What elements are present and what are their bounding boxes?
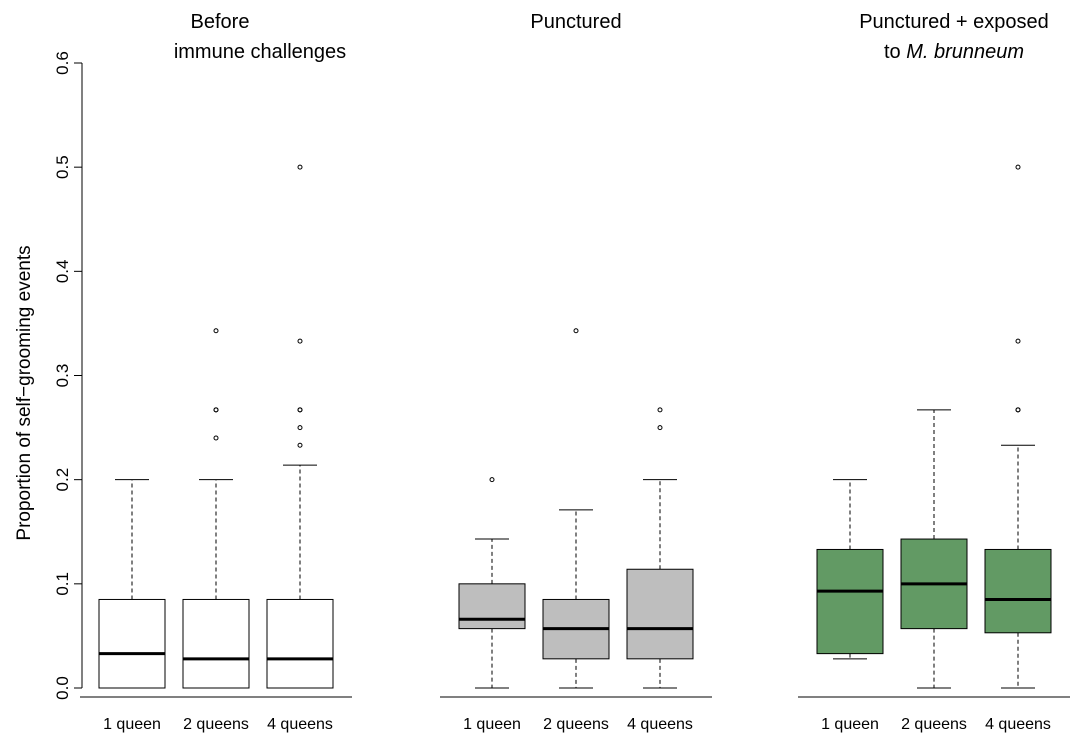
box-iqr	[626, 568, 694, 660]
outlier-point	[1015, 407, 1021, 413]
category-label: 1 queen	[821, 716, 879, 733]
outlier-point	[657, 407, 663, 413]
panel-title-line: immune challenges	[174, 41, 346, 63]
outlier-point	[297, 164, 303, 170]
outlier-point	[297, 407, 303, 413]
panel-title: Before immune challenges	[174, 11, 346, 63]
box-1: 1 queen	[816, 479, 884, 733]
panel-title-line: to M. brunneum	[884, 41, 1024, 63]
outlier-point	[213, 407, 219, 413]
category-label: 1 queen	[463, 716, 521, 733]
outlier-point	[213, 435, 219, 441]
category-label: 2 queens	[543, 716, 609, 733]
category-label: 2 queens	[901, 716, 967, 733]
category-label: 4 queens	[985, 716, 1051, 733]
panel-title-italic: M. brunneum	[906, 41, 1024, 63]
outlier-point	[1015, 338, 1021, 344]
y-tick-label: 0.2	[53, 468, 72, 492]
panel-title: Punctured + exposed to M. brunneum	[859, 11, 1049, 63]
y-axis: 0.0 0.1 0.2 0.3 0.4 0.5 0.6	[53, 51, 83, 700]
box-2: 2 queens	[542, 328, 610, 733]
outlier-point	[1015, 164, 1021, 170]
panel-3: Punctured + exposed to M. brunneum 1 queen…	[798, 11, 1070, 733]
outlier-point	[573, 328, 579, 334]
panel-2: Punctured 1 queen 2 queens 4 queens	[440, 11, 712, 733]
box-iqr	[266, 598, 334, 689]
outlier-point	[657, 425, 663, 431]
panel-1: Before immune challenges 1 queen 2 queens 4 …	[80, 11, 352, 733]
outlier-point	[213, 328, 219, 334]
y-tick-label: 0.0	[53, 676, 72, 700]
category-label: 2 queens	[183, 716, 249, 733]
y-tick-label: 0.1	[53, 572, 72, 596]
box-1: 1 queen	[98, 479, 166, 733]
panel-title: Punctured	[530, 11, 621, 33]
box-iqr	[98, 598, 166, 689]
box-2: 2 queens	[900, 409, 968, 733]
y-tick-label: 0.6	[53, 51, 72, 75]
box-2: 2 queens	[182, 328, 250, 733]
box-3: 4 queens	[984, 164, 1052, 733]
panel-title-line: Punctured	[530, 11, 621, 33]
outlier-point	[489, 477, 495, 483]
outlier-point	[297, 442, 303, 448]
y-tick-label: 0.3	[53, 364, 72, 388]
outlier-point	[297, 338, 303, 344]
y-tick-label: 0.5	[53, 155, 72, 179]
box-3: 4 queens	[626, 407, 694, 733]
box-iqr	[182, 598, 250, 689]
panel-title-line: Punctured + exposed	[859, 11, 1049, 33]
category-label: 1 queen	[103, 716, 161, 733]
box-1: 1 queen	[458, 477, 526, 733]
box-3: 4 queens	[266, 164, 334, 733]
box-iqr	[984, 548, 1052, 634]
category-label: 4 queens	[267, 716, 333, 733]
panel-title-line: Before	[191, 11, 250, 33]
box-iqr	[458, 583, 526, 630]
y-axis-label: Proportion of self−grooming events	[14, 245, 35, 540]
panels: Before immune challenges 1 queen 2 queens 4 …	[80, 11, 1070, 733]
category-label: 4 queens	[627, 716, 693, 733]
y-tick-label: 0.4	[53, 260, 72, 284]
box-iqr	[816, 548, 884, 655]
outlier-point	[297, 425, 303, 431]
